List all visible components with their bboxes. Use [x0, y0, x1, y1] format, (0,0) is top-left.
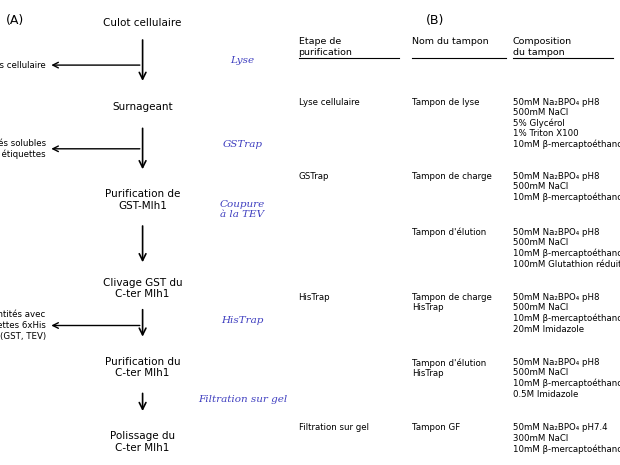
- Text: 50mM Na₂BPO₄ pH8
500mM NaCl
5% Glycérol
1% Triton X100
10mM β-mercaptoéthanol: 50mM Na₂BPO₄ pH8 500mM NaCl 5% Glycérol …: [513, 98, 620, 149]
- Text: Etape de
purification: Etape de purification: [299, 37, 352, 57]
- Text: HisTrap: HisTrap: [221, 316, 264, 326]
- Text: Purification de
GST-Mlh1: Purification de GST-Mlh1: [105, 189, 180, 211]
- Text: Nom du tampon: Nom du tampon: [412, 37, 489, 46]
- Text: Entités solubles
sans étiquettes: Entités solubles sans étiquettes: [0, 139, 46, 159]
- Text: Lyse: Lyse: [231, 56, 254, 65]
- Text: Polissage du
C-ter Mlh1: Polissage du C-ter Mlh1: [110, 431, 175, 452]
- Text: Composition
du tampon: Composition du tampon: [513, 37, 572, 57]
- Text: GSTrap: GSTrap: [299, 172, 329, 181]
- Text: (A): (A): [6, 14, 24, 27]
- Text: 50mM Na₂BPO₄ pH8
500mM NaCl
10mM β-mercaptoéthanol: 50mM Na₂BPO₄ pH8 500mM NaCl 10mM β-merca…: [513, 172, 620, 202]
- Text: Tampon d'élution
HisTrap: Tampon d'élution HisTrap: [412, 358, 487, 378]
- Text: Purification du
C-ter Mlh1: Purification du C-ter Mlh1: [105, 357, 180, 378]
- Text: Coupure
à la TEV: Coupure à la TEV: [220, 199, 265, 219]
- Text: Tampon d'élution: Tampon d'élution: [412, 228, 487, 237]
- Text: 50mM Na₂BPO₄ pH7.4
300mM NaCl
10mM β-mercaptoéthanol: 50mM Na₂BPO₄ pH7.4 300mM NaCl 10mM β-mer…: [513, 423, 620, 453]
- Text: Tampon de charge
HisTrap: Tampon de charge HisTrap: [412, 293, 492, 312]
- Text: 50mM Na₂BPO₄ pH8
500mM NaCl
10mM β-mercaptoéthanol
0.5M Imidazole: 50mM Na₂BPO₄ pH8 500mM NaCl 10mM β-merca…: [513, 358, 620, 399]
- Text: Clivage GST du
C-ter Mlh1: Clivage GST du C-ter Mlh1: [103, 278, 182, 299]
- Text: Lyse cellulaire: Lyse cellulaire: [299, 98, 360, 106]
- Text: Filtration sur gel: Filtration sur gel: [299, 423, 369, 432]
- Text: 50mM Na₂BPO₄ pH8
500mM NaCl
10mM β-mercaptoéthanol
20mM Imidazole: 50mM Na₂BPO₄ pH8 500mM NaCl 10mM β-merca…: [513, 293, 620, 334]
- Text: HisTrap: HisTrap: [299, 293, 330, 302]
- Text: Surnageant: Surnageant: [112, 102, 173, 112]
- Text: GSTrap: GSTrap: [223, 140, 262, 149]
- Text: (B): (B): [426, 14, 444, 27]
- Text: Culot cellulaire: Culot cellulaire: [104, 18, 182, 28]
- Text: Extraits cellulaire: Extraits cellulaire: [0, 60, 46, 70]
- Text: Tampon de charge: Tampon de charge: [412, 172, 492, 181]
- Text: Tampon GF: Tampon GF: [412, 423, 461, 432]
- Text: Entités avec
étiquettes 6xHis
(GST, TEV): Entités avec étiquettes 6xHis (GST, TEV): [0, 310, 46, 341]
- Text: Filtration sur gel: Filtration sur gel: [198, 395, 287, 405]
- Text: 50mM Na₂BPO₄ pH8
500mM NaCl
10mM β-mercaptoéthanol
100mM Glutathion réduit: 50mM Na₂BPO₄ pH8 500mM NaCl 10mM β-merca…: [513, 228, 620, 269]
- Text: Tampon de lyse: Tampon de lyse: [412, 98, 480, 106]
